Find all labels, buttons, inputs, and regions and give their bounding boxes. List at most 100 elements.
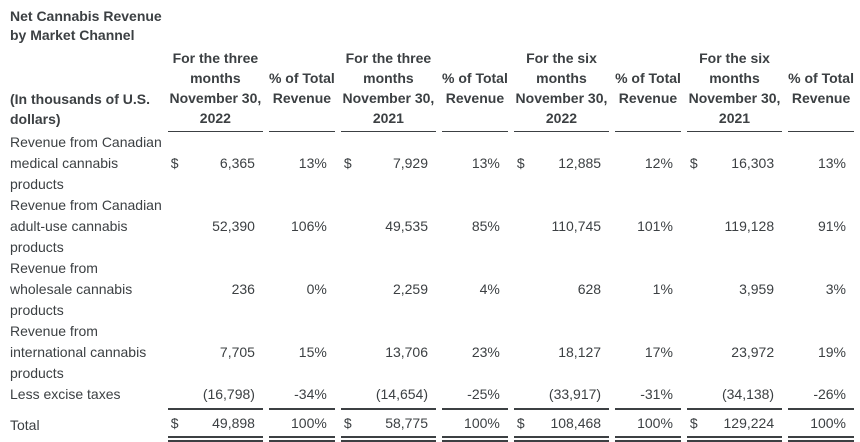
amount-value: 23,972	[731, 344, 775, 360]
percent-cell: 85%	[471, 218, 500, 234]
percent-cell: 106%	[291, 218, 327, 234]
percent-cell: 100%	[788, 408, 854, 442]
col-header-six-months-2022: For the six months November 30, 2022	[513, 48, 610, 132]
percent-cell: 1%	[652, 281, 673, 297]
amount-cell: (16,798)	[168, 384, 263, 408]
amount-value: 12,885	[558, 155, 602, 171]
amount-cell: $108,468	[513, 408, 610, 442]
percent-cell: -26%	[813, 386, 846, 402]
currency-symbol: $	[516, 415, 525, 431]
currency-symbol: $	[343, 155, 352, 171]
amount-value: 49,898	[212, 415, 255, 431]
percent-cell: -25%	[467, 386, 500, 402]
row-label: Revenue from Canadian adult-use cannabis…	[10, 197, 162, 255]
amount-value: (16,798)	[202, 386, 255, 402]
amount-value: 13,706	[385, 344, 429, 360]
amount-cell: 23,972	[687, 321, 782, 384]
amount-cell: $58,775	[340, 408, 437, 442]
amount-value: 2,259	[392, 281, 429, 297]
amount-cell: 2,259	[341, 258, 436, 321]
percent-cell: 13%	[298, 155, 327, 171]
amount-value: 7,929	[392, 155, 429, 171]
col-header-three-months-2021: For the three months November 30, 2021	[340, 48, 437, 132]
currency-symbol: $	[170, 155, 179, 171]
amount-value: (33,917)	[548, 386, 602, 402]
percent-cell: 100%	[615, 408, 681, 442]
amount-value: 52,390	[212, 218, 255, 234]
amount-value: 18,127	[558, 344, 602, 360]
amount-value: 108,468	[550, 415, 602, 431]
col-header-pct-three-months-2022: % of Total Revenue	[268, 48, 335, 132]
amount-cell: (14,654)	[341, 384, 436, 408]
currency-symbol: $	[170, 415, 179, 431]
percent-cell: 3%	[825, 281, 846, 297]
percent-cell: -34%	[294, 386, 327, 402]
amount-cell: 49,535	[341, 195, 436, 258]
percent-cell: 91%	[817, 218, 846, 234]
amount-value: (34,138)	[721, 386, 775, 402]
currency-symbol: $	[343, 415, 352, 431]
amount-cell: $7,929	[341, 132, 436, 195]
amount-cell: 18,127	[514, 321, 609, 384]
amount-cell: 7,705	[168, 321, 263, 384]
col-header-six-months-2021: For the six months November 30, 2021	[686, 48, 783, 132]
amount-value: 236	[231, 281, 255, 297]
percent-cell: 101%	[637, 218, 673, 234]
amount-cell: 236	[168, 258, 263, 321]
percent-cell: 100%	[442, 408, 508, 442]
table-title: Net Cannabis Revenue by Market Channel	[10, 8, 162, 43]
amount-value: 49,535	[385, 218, 429, 234]
amount-cell: $16,303	[687, 132, 782, 195]
amount-cell: $12,885	[514, 132, 609, 195]
amount-value: (14,654)	[375, 386, 429, 402]
amount-cell: $6,365	[168, 132, 263, 195]
percent-cell: 12%	[644, 155, 673, 171]
table-row-excise-taxes: Less excise taxes (16,798) -34% (14,654)…	[10, 384, 854, 408]
amount-value: 16,303	[731, 155, 775, 171]
amount-value: 119,128	[724, 218, 775, 234]
percent-cell: 0%	[306, 281, 327, 297]
currency-symbol: $	[689, 415, 698, 431]
amount-cell: $129,224	[686, 408, 783, 442]
amount-cell: 628	[514, 258, 609, 321]
amount-cell: 119,128	[687, 195, 782, 258]
amount-value: 7,705	[219, 344, 255, 360]
amount-cell: 52,390	[168, 195, 263, 258]
percent-cell: 13%	[471, 155, 500, 171]
row-label: Revenue from Canadian medical cannabis p…	[10, 134, 162, 192]
currency-symbol: $	[516, 155, 525, 171]
amount-cell: (33,917)	[514, 384, 609, 408]
table-row-wholesale: Revenue from wholesale cannabis products…	[10, 258, 854, 321]
amount-value: 628	[577, 281, 602, 297]
amount-cell: 110,745	[514, 195, 609, 258]
header-row: (In thousands of U.S. dollars) For the t…	[10, 48, 854, 132]
amount-cell: 3,959	[687, 258, 782, 321]
table-row-medical: Revenue from Canadian medical cannabis p…	[10, 132, 854, 195]
col-header-three-months-2022: For the three months November 30, 2022	[167, 48, 263, 132]
percent-cell: -31%	[640, 386, 673, 402]
revenue-table: (In thousands of U.S. dollars) For the t…	[4, 48, 860, 442]
table-row-total: Total $49,898 100% $58,775 100% $108,468…	[10, 408, 854, 442]
col-header-pct-six-months-2022: % of Total Revenue	[615, 48, 681, 132]
percent-cell: 17%	[644, 344, 673, 360]
currency-symbol: $	[689, 155, 698, 171]
table-row-international: Revenue from international cannabis prod…	[10, 321, 854, 384]
amount-cell: $49,898	[167, 408, 263, 442]
row-label: Less excise taxes	[10, 386, 121, 402]
row-label: Total	[10, 417, 40, 433]
percent-cell: 23%	[471, 344, 500, 360]
row-label: Revenue from international cannabis prod…	[10, 323, 147, 381]
percent-cell: 100%	[268, 408, 335, 442]
percent-cell: 4%	[479, 281, 500, 297]
amount-cell: (34,138)	[687, 384, 782, 408]
percent-cell: 15%	[298, 344, 327, 360]
amount-value: 110,745	[551, 218, 602, 234]
col-header-pct-six-months-2021: % of Total Revenue	[788, 48, 854, 132]
amount-value: 58,775	[385, 415, 429, 431]
amount-value: 129,224	[723, 415, 775, 431]
col-header-pct-three-months-2021: % of Total Revenue	[442, 48, 508, 132]
corner-header-units: (In thousands of U.S. dollars)	[10, 91, 150, 127]
percent-cell: 13%	[817, 155, 846, 171]
amount-value: 3,959	[739, 281, 775, 297]
